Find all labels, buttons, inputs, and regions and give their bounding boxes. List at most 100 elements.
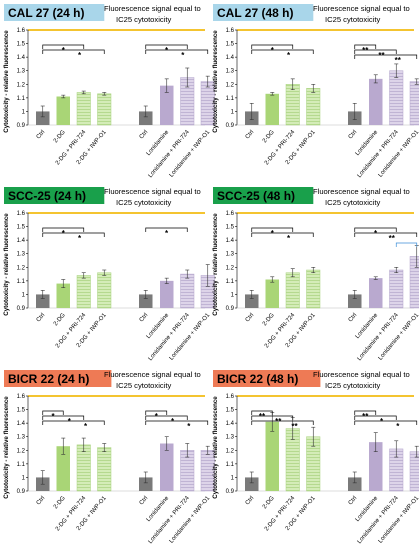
y-tick-label: 1.5 [226,42,235,48]
category-label: Ctrl [245,312,256,323]
bar-2 [56,96,70,125]
category-label: 2-DG [262,312,276,327]
significance-bracket [251,44,294,49]
category-label: Lonidamine + PRI-724 [148,129,192,179]
y-axis-label: Cytotoxicity - relative fluorescence [212,396,219,499]
category-label: Lonidamine + PRI-724 [357,312,401,362]
bar-3 [285,84,300,126]
y-tick-label: 1.6 [226,394,235,400]
significance-bracket [42,49,105,54]
significance-label: * [165,229,169,238]
significance-bracket [145,420,209,425]
y-tick-label: 0.9 [17,306,26,312]
y-tick-label: 0.9 [226,489,235,495]
panel-title: CAL 27 (24 h) [8,6,84,20]
category-label: Ctrl [245,495,256,506]
fluor-note-line1: Fluorescence signal equal to [104,370,201,379]
y-tick-label: 1.2 [17,448,26,454]
bar-2 [56,446,70,491]
bar-8 [409,256,419,309]
panel-2: CAL 27 (48 h) Fluorescence signal equal t… [212,4,419,179]
category-label: Lonidamine + PRI-724 [148,312,192,362]
panel-title: CAL 27 (48 h) [217,6,293,20]
y-tick-label: 1 [22,109,26,115]
category-label: Ctrl [348,495,359,506]
category-label: Lonidamine + IWP-O1 [378,495,419,545]
significance-bracket [42,420,105,425]
y-tick-label: 1.5 [17,225,26,231]
bar-2 [265,421,279,491]
y-axis-label: Cytotoxicity - relative fluorescence [3,396,10,499]
significance-label: * [51,412,55,421]
y-tick-label: 1.2 [17,265,26,271]
category-label: Lonidamine + PRI-724 [357,129,401,179]
fluor-note-line1: Fluorescence signal equal to [313,187,410,196]
y-axis-label: Cytotoxicity - relative fluorescence [212,213,219,316]
significance-label: * [181,51,185,60]
category-label: 2-DG [53,312,67,327]
category-label: Ctrl [36,495,47,506]
bar-7 [389,269,404,309]
significance-label: * [287,51,291,60]
significance-label: * [78,51,82,60]
significance-bracket [251,410,273,415]
significance-label: * [187,422,191,431]
significance-label: * [271,46,275,55]
bar-2 [265,93,279,125]
fluor-note-line1: Fluorescence signal equal to [313,4,410,13]
significance-bracket [145,410,168,415]
bar-3 [76,275,91,309]
category-label: Lonidamine + IWP-O1 [169,495,212,545]
significance-label: ** [291,422,298,431]
significance-bracket [354,49,397,54]
significance-label: * [287,234,291,243]
y-tick-label: 1 [22,475,26,481]
panel-3: SCC-25 (24 h) Fluorescence signal equal t… [3,187,215,362]
significance-label: * [171,417,175,426]
significance-label: ** [259,412,266,421]
significance-bracket [354,54,418,59]
significance-bracket [354,44,377,49]
category-label: 2-DG [262,129,276,144]
bar-6 [369,78,383,125]
y-axis-label: Cytotoxicity - relative fluorescence [212,30,219,133]
significance-bracket [42,232,105,237]
category-label: Lonidamine + IWP-O1 [378,129,419,179]
significance-bracket [145,44,188,49]
significance-bracket [251,415,294,420]
category-label: 2-DG [262,495,276,510]
panel-title-box [4,370,112,387]
bar-6 [369,442,383,491]
panel-title: SCC-25 (48 h) [217,189,295,203]
bar-3 [285,272,300,309]
fluor-note-line2: IC25 cytotoxicity [325,15,380,24]
y-tick-label: 1.6 [226,28,235,34]
fluor-note-line2: IC25 cytotoxicity [325,198,380,207]
bar-5 [348,477,362,491]
bar-5 [139,294,153,308]
significance-label: ** [362,46,369,55]
panel-4: SCC-25 (48 h) Fluorescence signal equal t… [212,187,419,362]
fluor-note-line1: Fluorescence signal equal to [313,370,410,379]
y-tick-label: 1.4 [17,238,26,244]
y-tick-label: 1.5 [17,408,26,414]
significance-label: ** [378,51,385,60]
fluor-note-line2: IC25 cytotoxicity [325,381,380,390]
category-label: Ctrl [139,312,150,323]
y-axis-label: Cytotoxicity - relative fluorescence [3,30,10,133]
y-tick-label: 1.3 [226,435,235,441]
significance-label: * [374,229,378,238]
y-tick-label: 1 [231,109,235,115]
category-label: Lonidamine + IWP-O1 [378,312,419,362]
y-tick-label: 1.2 [226,265,235,271]
category-label: 2-DG [53,129,67,144]
panel-title-box [4,187,105,204]
bar-1 [36,294,50,308]
y-tick-label: 1.4 [17,421,26,427]
y-tick-label: 1 [231,475,235,481]
significance-label: * [78,234,82,243]
y-tick-label: 1.1 [17,462,26,468]
panel-title-box [4,4,105,21]
